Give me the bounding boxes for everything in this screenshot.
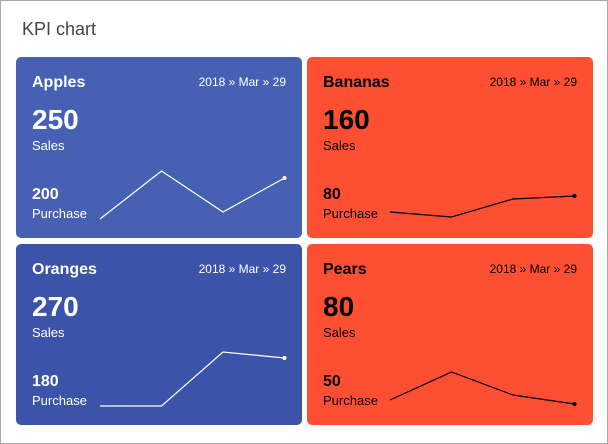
- chart-title: KPI chart: [22, 19, 97, 39]
- kpi-purchase-label: Purchase: [32, 393, 87, 408]
- kpi-sales-value: 160: [323, 104, 370, 135]
- sparkline-end-point: [572, 194, 577, 198]
- sparkline-end-point: [572, 402, 577, 406]
- kpi-card-oranges[interactable]: Oranges 2018 » Mar » 29 270 Sales 180 Pu…: [16, 244, 302, 425]
- sparkline: [389, 194, 577, 218]
- kpi-purchase-value: 80: [323, 186, 341, 203]
- kpi-sales-value: 80: [323, 291, 355, 322]
- kpi-sales-value: 270: [32, 291, 79, 322]
- kpi-name: Apples: [32, 74, 86, 91]
- sparkline-line: [389, 371, 575, 405]
- kpi-date: 2018 » Mar » 29: [489, 75, 577, 89]
- kpi-purchase-value: 50: [323, 373, 341, 390]
- sparkline-end-point: [282, 176, 287, 180]
- sparkline-line: [99, 170, 285, 220]
- kpi-sales-value: 250: [32, 104, 79, 135]
- kpi-purchase-label: Purchase: [323, 393, 378, 408]
- kpi-sales-label: Sales: [323, 325, 356, 340]
- kpi-name: Bananas: [323, 74, 390, 91]
- kpi-sales-label: Sales: [323, 138, 356, 153]
- kpi-sales-label: Sales: [32, 138, 65, 153]
- kpi-purchase-value: 180: [32, 373, 59, 390]
- sparkline-line: [389, 195, 575, 218]
- sparkline: [100, 351, 287, 407]
- kpi-name: Oranges: [32, 261, 97, 278]
- sparkline: [389, 371, 577, 406]
- kpi-date: 2018 » Mar » 29: [198, 75, 286, 89]
- sparkline-line: [100, 351, 285, 407]
- kpi-date: 2018 » Mar » 29: [489, 262, 577, 276]
- kpi-purchase-value: 200: [32, 186, 59, 203]
- sparkline: [99, 170, 287, 220]
- kpi-date: 2018 » Mar » 29: [198, 262, 286, 276]
- kpi-sales-label: Sales: [32, 325, 65, 340]
- kpi-purchase-label: Purchase: [32, 206, 87, 221]
- kpi-name: Pears: [323, 261, 367, 278]
- kpi-purchase-label: Purchase: [323, 206, 378, 221]
- kpi-card-bananas[interactable]: Bananas 2018 » Mar » 29 160 Sales 80 Pur…: [307, 57, 593, 238]
- sparkline-end-point: [282, 356, 287, 360]
- kpi-card-apples[interactable]: Apples 2018 » Mar » 29 250 Sales 200 Pur…: [16, 57, 302, 238]
- kpi-card-pears[interactable]: Pears 2018 » Mar » 29 80 Sales 50 Purcha…: [307, 244, 593, 425]
